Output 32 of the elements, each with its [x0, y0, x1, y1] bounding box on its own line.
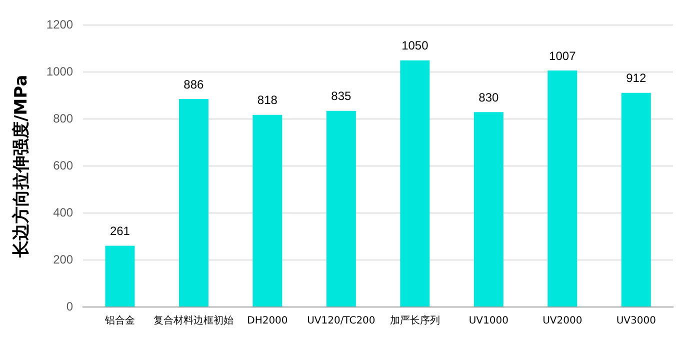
bar — [178, 98, 208, 306]
x-tick-label: UV2000 — [542, 316, 582, 327]
data-label: 1007 — [549, 48, 576, 63]
bar — [474, 112, 504, 306]
x-tick-label: 复合材料边框初始 — [154, 314, 234, 327]
bar — [326, 110, 356, 306]
data-label: 1050 — [402, 38, 429, 53]
y-tick-label: 600 — [53, 158, 74, 172]
x-tick-label: UV1000 — [468, 316, 508, 327]
data-label: 830 — [478, 90, 499, 104]
y-tick-label: 200 — [53, 252, 74, 266]
y-tick-label: 400 — [53, 205, 74, 220]
y-tick-label: 0 — [66, 299, 74, 314]
x-tick-label: UV3000 — [616, 316, 656, 327]
x-tick-label: 铝合金 — [104, 314, 135, 327]
y-tick-label: 1000 — [46, 64, 74, 78]
x-tick-label: UV120/TC200 — [307, 316, 376, 327]
bar — [621, 92, 651, 306]
y-axis-title: 长边方向拉伸强度/MPa — [12, 74, 32, 258]
bar — [548, 70, 578, 306]
bar — [400, 60, 430, 306]
data-label: 835 — [331, 89, 352, 104]
x-tick-label: DH2000 — [247, 316, 288, 327]
data-label: 818 — [257, 93, 278, 108]
bar — [252, 114, 282, 306]
bar — [105, 246, 135, 306]
data-label: 261 — [110, 224, 130, 238]
data-label: 886 — [184, 77, 204, 92]
data-label: 912 — [626, 71, 646, 86]
x-tick-label: 加严长序列 — [390, 314, 440, 327]
y-tick-label: 800 — [53, 111, 74, 126]
y-tick-label: 1200 — [46, 18, 74, 32]
